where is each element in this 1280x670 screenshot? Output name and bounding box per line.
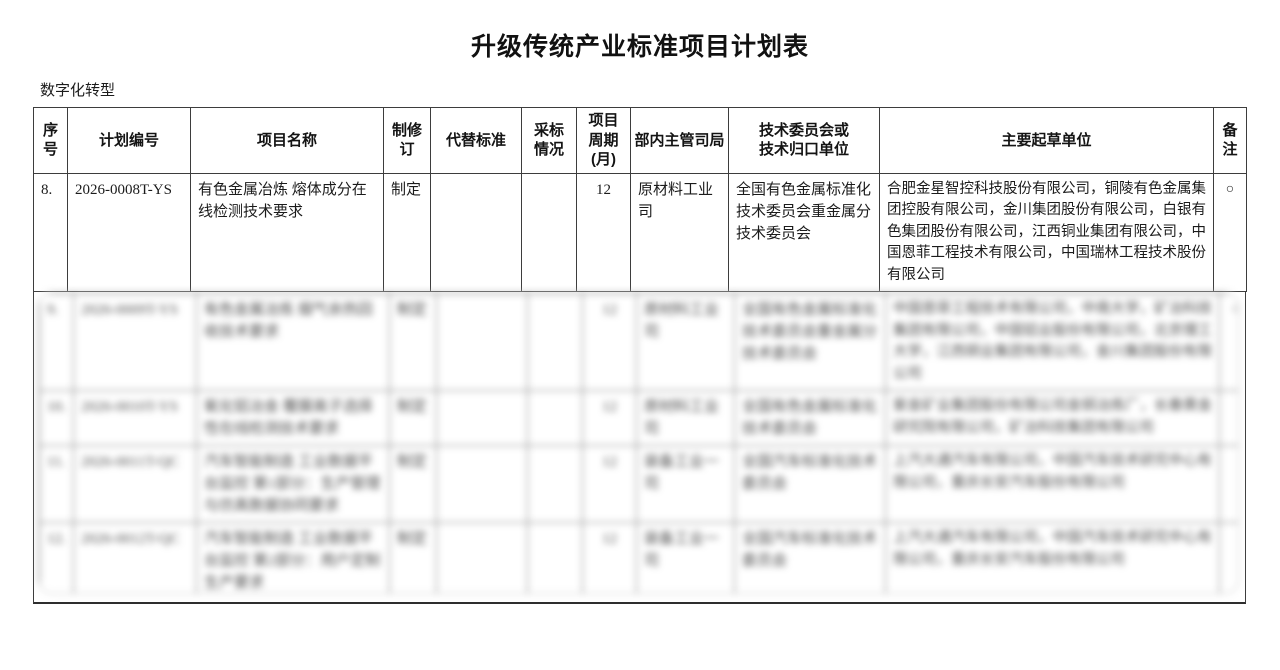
header-row: 序 号 计划编号 项目名称 制修 订 代替标准 采标 情况 项目 周期 (月) … (33, 107, 1247, 174)
cell-plan-no: 2026-0011T-QC (73, 445, 197, 523)
col-header-bureau: 部内主管司局 (630, 107, 729, 174)
table-row: 8. 2026-0008T-YS 有色金属冶炼 熔体成分在线检测技术要求 制定 … (33, 172, 1247, 292)
cell-bureau: 原材料工业司 (636, 293, 735, 391)
cell-plan-no: 2026-0008T-YS (67, 172, 191, 292)
cell-seq: 9. (39, 293, 74, 391)
cell-seq: 12. (39, 522, 74, 593)
cell-plan-no: 2026-0012T-QC (73, 522, 197, 593)
cell-type: 制定 (389, 445, 437, 523)
plan-table-container: 序 号 计划编号 项目名称 制修 订 代替标准 采标 情况 项目 周期 (月) … (33, 107, 1248, 604)
cell-cycle: 12 (582, 390, 637, 446)
table-row-blurred: 12. 2026-0012T-QC 汽车智能制造 工业数据平台监控 第2部分：用… (39, 522, 1238, 593)
blurred-table-section: 9. 2026-0009T-YS 有色金属冶炼 烟气余热回收技术要求 制定 12… (33, 292, 1246, 604)
cell-seq: 10. (39, 390, 74, 446)
cell-committee: 全国有色金属标准化技术委员会重金属分技术委员会 (734, 293, 886, 391)
cell-project-name: 氧化铝冶金 覆膜离子选择性在线检测技术要求 (196, 390, 390, 446)
col-header-seq: 序 号 (33, 107, 68, 174)
col-header-drafters: 主要起草单位 (879, 107, 1214, 174)
cell-committee: 全国汽车标准化技术委员会 (734, 522, 886, 593)
section-label: 数字化转型 (40, 83, 116, 99)
cell-type: 制定 (389, 390, 437, 446)
blurred-plan-table: 9. 2026-0009T-YS 有色金属冶炼 烟气余热回收技术要求 制定 12… (39, 293, 1238, 593)
cell-cycle: 12 (582, 522, 637, 593)
cell-project-name: 汽车智能制造 工业数据平台监控 第1部分：生产管理与仿真数据协同要求 (196, 445, 390, 523)
cell-committee: 全国有色金属标准化技术委员会 (734, 390, 886, 446)
col-header-project-name: 项目名称 (190, 107, 384, 174)
cell-remark (1219, 445, 1238, 523)
cell-replaced-standard (430, 172, 522, 292)
col-header-adoption-status: 采标 情况 (521, 107, 577, 174)
cell-drafters: 合肥金星智控科技股份有限公司，铜陵有色金属集团控股有限公司，金川集团股份有限公司… (879, 172, 1214, 292)
cell-type: 制定 (389, 293, 437, 391)
page-title: 升级传统产业标准项目计划表 (470, 33, 809, 61)
cell-drafters: 上汽大通汽车有限公司，中国汽车技术研究中心有限公司，重庆长安汽车股份有限公司 (885, 445, 1220, 523)
cell-adoption-status (527, 293, 583, 391)
col-header-plan-no: 计划编号 (67, 107, 191, 174)
cell-cycle: 12 (576, 172, 631, 292)
col-header-replaced-standard: 代替标准 (430, 107, 522, 174)
cell-seq: 11. (39, 445, 74, 523)
col-header-remark: 备 注 (1213, 107, 1247, 174)
cell-bureau: 原材料工业司 (636, 390, 735, 446)
cell-type: 制定 (383, 172, 431, 292)
cell-type: 制定 (389, 522, 437, 593)
table-row-blurred: 10. 2026-0010T-YS 氧化铝冶金 覆膜离子选择性在线检测技术要求 … (39, 390, 1238, 446)
cell-remark: ○ (1219, 293, 1238, 391)
col-header-cycle: 项目 周期 (月) (576, 107, 631, 174)
cell-adoption-status (527, 390, 583, 446)
cell-remark (1219, 390, 1238, 446)
cell-cycle: 12 (582, 445, 637, 523)
cell-remark (1219, 522, 1238, 593)
cell-adoption-status (527, 522, 583, 593)
cell-seq: 8. (33, 172, 68, 292)
cell-cycle: 12 (582, 293, 637, 391)
cell-replaced-standard (436, 390, 528, 446)
cell-drafters: 紫金矿业集团股份有限公司金铜冶炼厂，长春黄金研究院有限公司，矿冶科技集团有限公司 (885, 390, 1220, 446)
col-header-committee: 技术委员会或 技术归口单位 (728, 107, 880, 174)
cell-committee: 全国有色金属标准化技术委员会重金属分技术委员会 (728, 172, 880, 292)
cell-project-name: 有色金属冶炼 熔体成分在线检测技术要求 (190, 172, 384, 292)
col-header-type: 制修 订 (383, 107, 431, 174)
privacy-blur-overlay: 9. 2026-0009T-YS 有色金属冶炼 烟气余热回收技术要求 制定 12… (38, 292, 1239, 594)
cell-plan-no: 2026-0009T-YS (73, 293, 197, 391)
cell-drafters: 中国恩菲工程技术有限公司，中南大学，矿冶科技集团有限公司，中国铝业股份有限公司，… (885, 293, 1220, 391)
cell-remark: ○ (1213, 172, 1247, 292)
cell-adoption-status (521, 172, 577, 292)
cell-bureau: 原材料工业司 (630, 172, 729, 292)
cell-plan-no: 2026-0010T-YS (73, 390, 197, 446)
cell-replaced-standard (436, 522, 528, 593)
cell-bureau: 装备工业一司 (636, 445, 735, 523)
plan-table: 序 号 计划编号 项目名称 制修 订 代替标准 采标 情况 项目 周期 (月) … (33, 107, 1247, 292)
cell-project-name: 有色金属冶炼 烟气余热回收技术要求 (196, 293, 390, 391)
cell-replaced-standard (436, 293, 528, 391)
cell-project-name: 汽车智能制造 工业数据平台监控 第2部分：用户定制生产要求 (196, 522, 390, 593)
table-row-blurred: 9. 2026-0009T-YS 有色金属冶炼 烟气余热回收技术要求 制定 12… (39, 293, 1238, 391)
cell-committee: 全国汽车标准化技术委员会 (734, 445, 886, 523)
cell-replaced-standard (436, 445, 528, 523)
cell-adoption-status (527, 445, 583, 523)
cell-bureau: 装备工业一司 (636, 522, 735, 593)
table-row-blurred: 11. 2026-0011T-QC 汽车智能制造 工业数据平台监控 第1部分：生… (39, 445, 1238, 523)
cell-drafters: 上汽大通汽车有限公司，中国汽车技术研究中心有限公司，重庆长安汽车股份有限公司 (885, 522, 1220, 593)
